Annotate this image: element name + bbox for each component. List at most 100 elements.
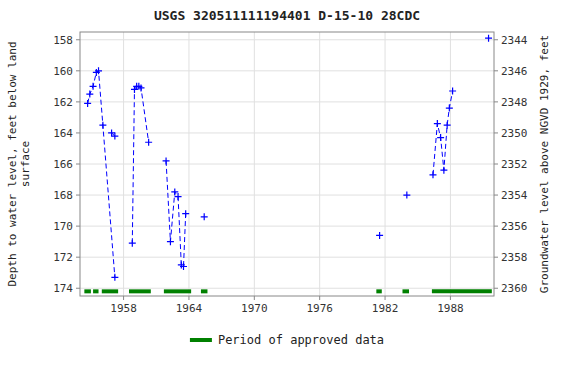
y2-tick-label: 2350: [501, 127, 528, 140]
y-tick: [76, 195, 80, 196]
point-marker: [111, 133, 118, 140]
point-marker: [437, 134, 444, 141]
background: [0, 0, 576, 384]
grid-line: [80, 226, 494, 227]
y2-tick-label: 2354: [501, 189, 528, 202]
y-tick-label: 162: [53, 96, 73, 109]
y-tick-label: 174: [53, 282, 73, 295]
approved-period: [164, 289, 191, 293]
grid-line: [80, 101, 494, 102]
approved-period: [402, 289, 409, 293]
x-tick: [188, 296, 189, 300]
approved-period: [376, 289, 381, 293]
point-marker: [449, 88, 456, 95]
point-marker: [175, 193, 182, 200]
y-tick: [76, 226, 80, 227]
grid-line: [80, 195, 494, 196]
grid-line: [80, 257, 494, 258]
x-tick-label: 1964: [176, 302, 203, 315]
point-marker: [444, 122, 451, 129]
y-tick-label: 160: [53, 65, 73, 78]
y-tick: [76, 132, 80, 133]
y2-tick: [494, 70, 498, 71]
y-tick: [76, 70, 80, 71]
y2-tick: [494, 195, 498, 196]
y-tick: [76, 101, 80, 102]
x-tick-label: 1982: [372, 302, 399, 315]
approved-period: [432, 289, 492, 293]
y-axis-label: Depth to water level, feet below landsur…: [6, 41, 32, 286]
y2-tick-label: 2356: [501, 220, 528, 233]
legend: Period of approved data: [190, 333, 384, 347]
point-marker: [95, 67, 102, 74]
y-tick-label: 166: [53, 158, 73, 171]
y-tick-label: 168: [53, 189, 73, 202]
point-marker: [403, 192, 410, 199]
x-tick: [123, 296, 124, 300]
grid-line: [80, 288, 494, 289]
approved-period: [84, 289, 91, 293]
point-marker: [376, 232, 383, 239]
x-tick-label: 1976: [306, 302, 333, 315]
grid-line: [80, 39, 494, 40]
grid-line: [80, 164, 494, 165]
y2-tick: [494, 101, 498, 102]
y-tick: [76, 39, 80, 40]
title: USGS 320511111194401 D-15-10 28CDC: [154, 8, 420, 23]
x-tick: [450, 296, 451, 300]
y2-axis-label: Groundwater level above NGVD 1929, feet: [538, 35, 551, 293]
point-marker: [108, 129, 115, 136]
grid-line: [80, 132, 494, 133]
approved-period: [93, 289, 98, 293]
y-tick: [76, 288, 80, 289]
plot-data: [84, 35, 492, 292]
y-tick-label: 170: [53, 220, 73, 233]
grid-line: [80, 70, 494, 71]
x-tick-label: 1970: [241, 302, 268, 315]
point-marker: [129, 240, 136, 247]
point-marker: [163, 157, 170, 164]
y-axis-label-line: Depth to water level, feet below land: [6, 41, 19, 286]
y2-tick: [494, 39, 498, 40]
grid: [80, 32, 494, 296]
y2-tick-label: 2344: [501, 34, 528, 47]
y-tick: [76, 164, 80, 165]
x-tick-label: 1988: [437, 302, 464, 315]
y2-tick-label: 2346: [501, 65, 528, 78]
series-line: [88, 38, 489, 277]
point-marker: [201, 213, 208, 220]
approved-period: [201, 289, 208, 293]
x-tick: [319, 296, 320, 300]
y2-tick-label: 2348: [501, 96, 528, 109]
x-tick: [254, 296, 255, 300]
y-tick-label: 172: [53, 251, 73, 264]
point-marker: [171, 188, 178, 195]
legend-label: Period of approved data: [218, 333, 384, 347]
point-marker: [167, 238, 174, 245]
y-tick-label: 164: [53, 127, 73, 140]
plot-frame: [80, 32, 494, 296]
point-marker: [440, 167, 447, 174]
y2-tick-label: 2358: [501, 251, 528, 264]
y2-tick: [494, 257, 498, 258]
point-marker: [446, 105, 453, 112]
point-marker: [99, 122, 106, 129]
point-marker: [86, 91, 93, 98]
axes: 1958196419701976198219881581601621641661…: [53, 34, 528, 315]
y2-tick: [494, 164, 498, 165]
y-tick: [76, 257, 80, 258]
point-marker: [434, 120, 441, 127]
y-axis-label-line: surface: [19, 141, 32, 187]
point-marker: [180, 263, 187, 270]
point-marker: [84, 100, 91, 107]
y2-tick-label: 2360: [501, 282, 528, 295]
y2-tick: [494, 288, 498, 289]
y2-tick: [494, 132, 498, 133]
y2-tick-label: 2352: [501, 158, 528, 171]
legend-swatch: [190, 338, 212, 342]
y-tick-label: 158: [53, 34, 73, 47]
approved-period: [102, 289, 118, 293]
y2-tick: [494, 226, 498, 227]
approved-period: [129, 289, 151, 293]
point-marker: [182, 210, 189, 217]
